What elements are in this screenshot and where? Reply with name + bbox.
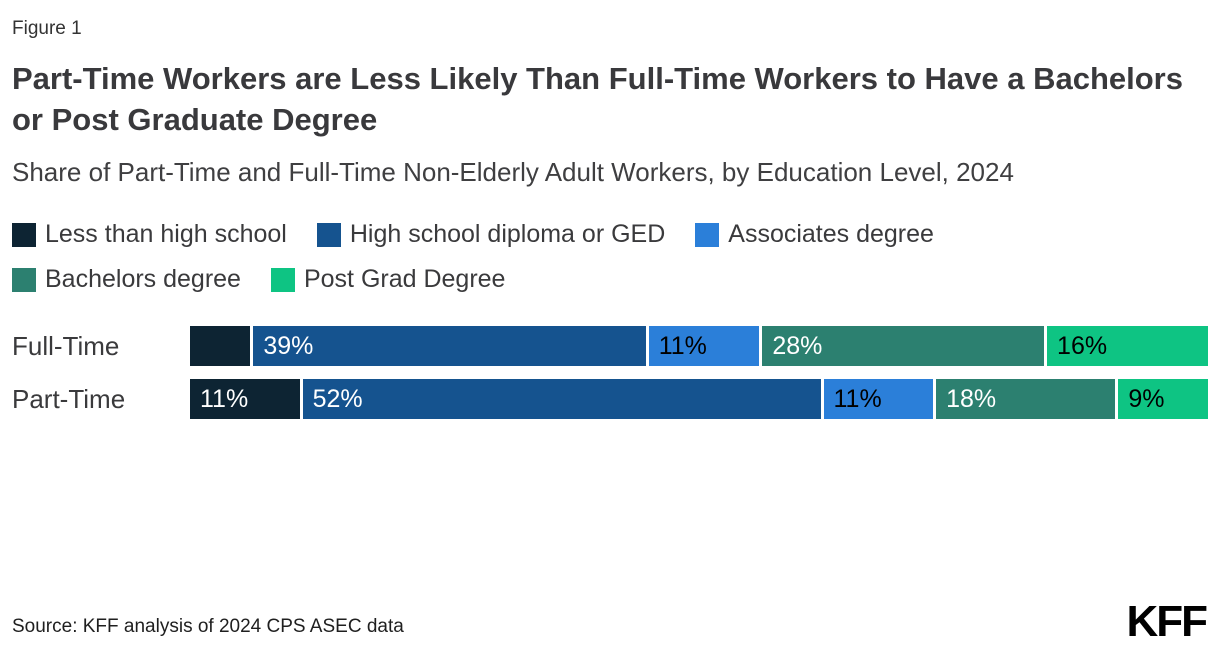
legend-label: High school diploma or GED bbox=[349, 220, 666, 249]
bar-segment: 28% bbox=[762, 326, 1045, 367]
legend-swatch bbox=[12, 222, 36, 247]
bar-segment: 16% bbox=[1047, 326, 1208, 367]
bar-segment bbox=[190, 326, 251, 367]
bar-row-label: Part-Time bbox=[12, 383, 126, 414]
legend-item: Less than high school bbox=[12, 220, 287, 249]
legend-label: Post Grad Degree bbox=[303, 265, 506, 294]
segment-label: 16% bbox=[1057, 331, 1108, 360]
footer: Source: KFF analysis of 2024 CPS ASEC da… bbox=[12, 600, 1208, 644]
stacked-bar-chart: Full-Time 39% 11% 28% 16% Part-Time 11% 52% 11% 1… bbox=[12, 326, 1208, 420]
legend-item: Associates degree bbox=[695, 220, 934, 249]
bar-segment: 18% bbox=[936, 379, 1116, 420]
legend-item: Bachelors degree bbox=[12, 265, 241, 294]
segment-label: 52% bbox=[312, 384, 363, 413]
segment-label: 11% bbox=[833, 384, 882, 413]
bar-row-label: Full-Time bbox=[12, 330, 120, 361]
legend-swatch bbox=[695, 222, 720, 247]
legend-item: Post Grad Degree bbox=[270, 265, 506, 294]
bar-segment: 9% bbox=[1118, 379, 1208, 420]
source-note: Source: KFF analysis of 2024 CPS ASEC da… bbox=[12, 616, 404, 637]
figure-label: Figure 1 bbox=[12, 18, 82, 39]
kff-logo: KFF bbox=[1126, 597, 1208, 646]
segment-label: 11% bbox=[658, 331, 707, 360]
legend-swatch bbox=[12, 267, 36, 292]
legend-label: Less than high school bbox=[45, 220, 287, 249]
segment-label: 39% bbox=[263, 331, 314, 360]
legend-swatch bbox=[270, 267, 295, 292]
legend-label: Bachelors degree bbox=[45, 265, 241, 294]
chart-subtitle: Share of Part-Time and Full-Time Non-Eld… bbox=[12, 157, 1014, 188]
legend-label: Associates degree bbox=[728, 220, 934, 249]
segment-label: 9% bbox=[1128, 384, 1165, 413]
legend-swatch bbox=[316, 222, 341, 247]
bar: 39% 11% 28% 16% bbox=[190, 326, 1208, 367]
legend: Less than high school High school diploma… bbox=[12, 220, 1192, 294]
bar-segment: 52% bbox=[302, 379, 821, 420]
bar-segment: 11% bbox=[823, 379, 934, 420]
bar-segment: 11% bbox=[648, 326, 760, 367]
bar-segment: 39% bbox=[253, 326, 646, 367]
bar: 11% 52% 11% 18% 9% bbox=[190, 379, 1208, 420]
bar-segment: 11% bbox=[190, 379, 300, 420]
chart-title: Part-Time Workers are Less Likely Than F… bbox=[12, 61, 1183, 138]
segment-label: 11% bbox=[200, 384, 249, 413]
segment-label: 18% bbox=[946, 384, 997, 413]
segment-label: 28% bbox=[772, 331, 823, 360]
bar-row: Full-Time 39% 11% 28% 16% bbox=[12, 326, 1208, 367]
legend-item: High school diploma or GED bbox=[316, 220, 666, 249]
bar-row: Part-Time 11% 52% 11% 18% 9% bbox=[12, 379, 1208, 420]
